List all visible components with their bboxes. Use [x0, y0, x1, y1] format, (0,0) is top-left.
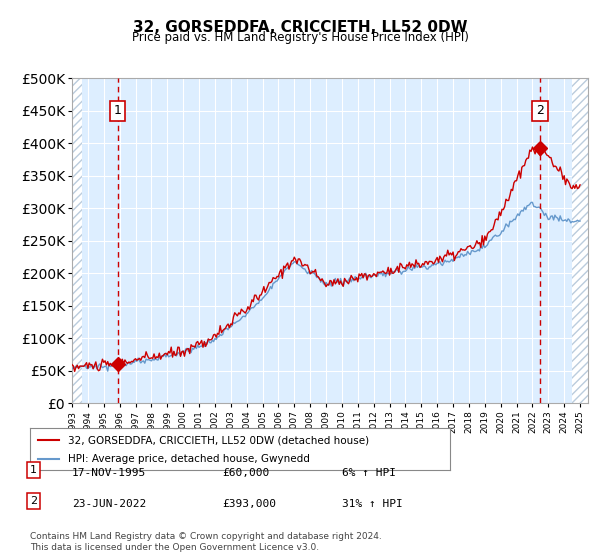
Text: 6% ↑ HPI: 6% ↑ HPI	[342, 468, 396, 478]
Text: HPI: Average price, detached house, Gwynedd: HPI: Average price, detached house, Gwyn…	[68, 454, 310, 464]
Text: 2: 2	[536, 104, 544, 118]
Text: 1: 1	[30, 465, 37, 475]
Text: 31% ↑ HPI: 31% ↑ HPI	[342, 499, 403, 509]
Text: 1: 1	[114, 104, 122, 118]
Text: Contains HM Land Registry data © Crown copyright and database right 2024.
This d: Contains HM Land Registry data © Crown c…	[30, 532, 382, 552]
Text: £393,000: £393,000	[222, 499, 276, 509]
Text: £60,000: £60,000	[222, 468, 269, 478]
Text: Price paid vs. HM Land Registry's House Price Index (HPI): Price paid vs. HM Land Registry's House …	[131, 31, 469, 44]
Text: 17-NOV-1995: 17-NOV-1995	[72, 468, 146, 478]
Text: 32, GORSEDDFA, CRICCIETH, LL52 0DW: 32, GORSEDDFA, CRICCIETH, LL52 0DW	[133, 20, 467, 35]
Text: 32, GORSEDDFA, CRICCIETH, LL52 0DW (detached house): 32, GORSEDDFA, CRICCIETH, LL52 0DW (deta…	[68, 435, 369, 445]
Bar	[72, 78, 82, 403]
Bar	[572, 78, 588, 403]
Text: 2: 2	[30, 496, 37, 506]
Text: 23-JUN-2022: 23-JUN-2022	[72, 499, 146, 509]
